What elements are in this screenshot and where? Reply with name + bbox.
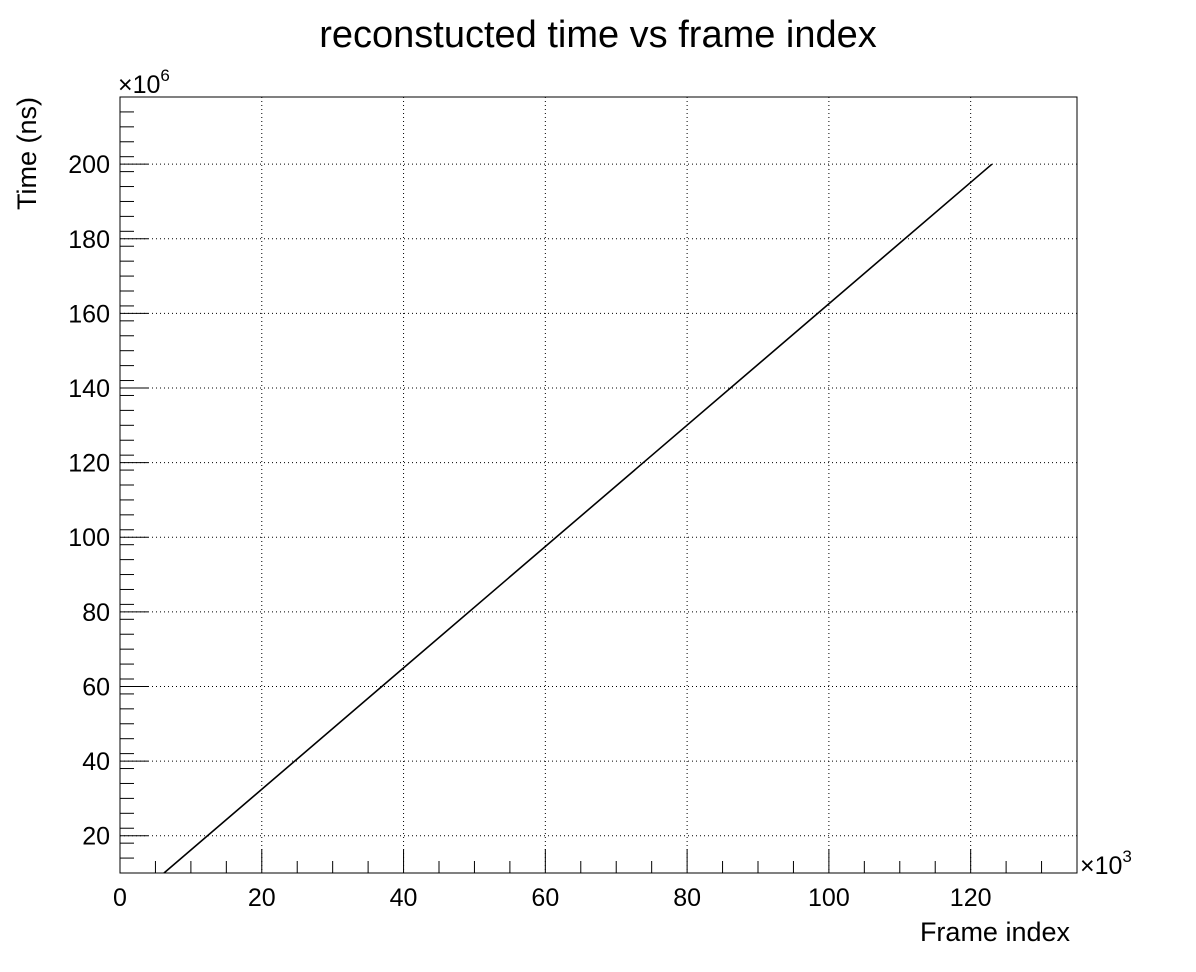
y-multiplier-base: ×10 bbox=[118, 71, 160, 99]
y-tick-label: 40 bbox=[82, 748, 110, 776]
y-axis-label: Time (ns) bbox=[12, 97, 42, 210]
y-tick-label: 80 bbox=[82, 599, 110, 627]
x-multiplier: ×103 bbox=[1080, 847, 1132, 880]
grid bbox=[120, 97, 1077, 873]
y-multiplier-exp: 6 bbox=[160, 66, 169, 85]
y-tick-label: 100 bbox=[68, 524, 110, 552]
y-multiplier: ×106 bbox=[118, 66, 170, 99]
x-tick-label: 100 bbox=[808, 884, 850, 912]
x-tick-label: 20 bbox=[248, 884, 276, 912]
axis-ticks bbox=[119, 96, 1078, 874]
x-tick-label: 0 bbox=[113, 884, 127, 912]
plot-frame bbox=[119, 96, 1078, 874]
x-multiplier-base: ×10 bbox=[1080, 852, 1122, 880]
x-tick-label: 120 bbox=[950, 884, 992, 912]
series-layer bbox=[163, 163, 993, 874]
x-axis-label: Frame index bbox=[920, 917, 1071, 947]
y-tick-label: 20 bbox=[82, 823, 110, 851]
x-tick-label: 40 bbox=[390, 884, 418, 912]
y-tick-label: 140 bbox=[68, 375, 110, 403]
x-tick-label: 60 bbox=[531, 884, 559, 912]
x-tick-label: 80 bbox=[673, 884, 701, 912]
chart-title: reconstucted time vs frame index bbox=[319, 14, 877, 56]
y-tick-label: 200 bbox=[68, 151, 110, 179]
x-multiplier-exp: 3 bbox=[1122, 847, 1131, 866]
series-line-0 bbox=[163, 163, 993, 874]
y-tick-label: 160 bbox=[68, 300, 110, 328]
y-tick-label: 60 bbox=[82, 673, 110, 701]
tick-labels: 0 20 40 60 80 100 120 20 40 60 80 100 120 140 160 180 20… bbox=[68, 151, 991, 912]
y-tick-label: 120 bbox=[68, 450, 110, 478]
y-tick-label: 180 bbox=[68, 226, 110, 254]
